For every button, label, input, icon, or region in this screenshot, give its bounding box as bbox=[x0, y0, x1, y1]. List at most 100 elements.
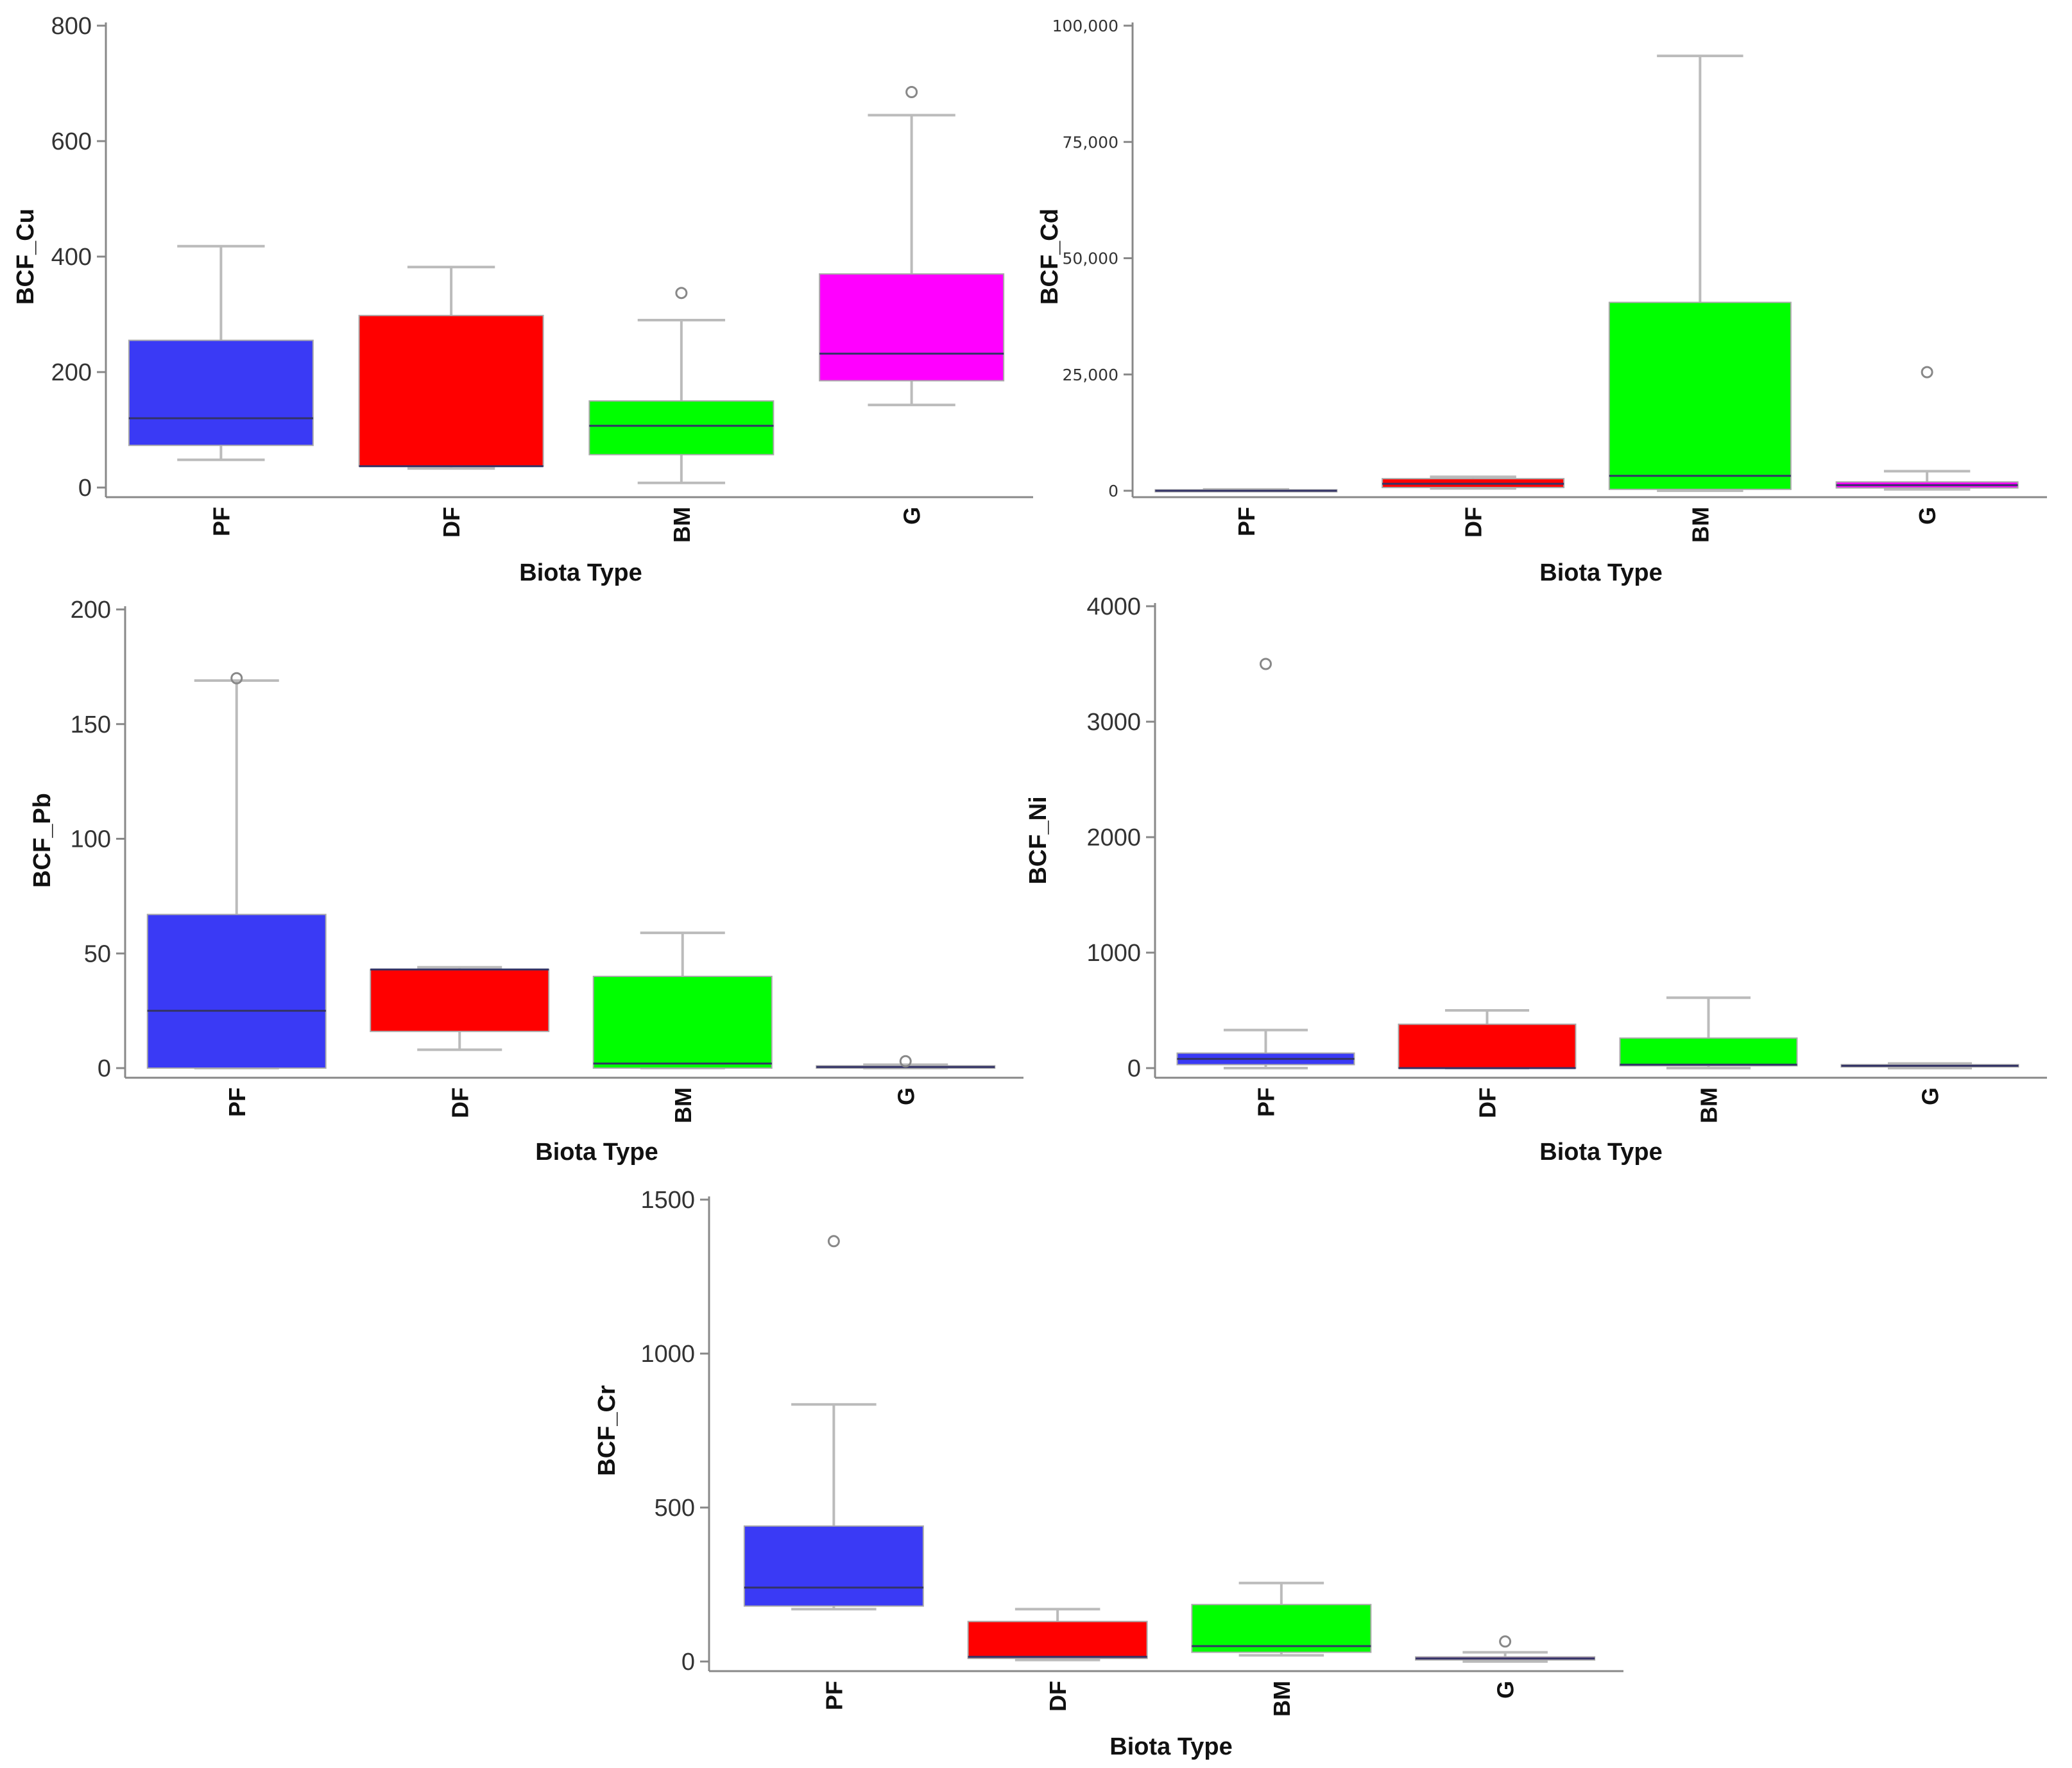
chart-panel-cd: BCF_Cd Biota Type 0 25,000 50,000 75,000 100… bbox=[1036, 17, 2047, 586]
box-ni-g bbox=[1840, 1062, 2019, 1069]
y-tick-label-cd: 25,000 bbox=[1063, 366, 1118, 384]
box-cu-pf bbox=[128, 244, 314, 461]
outlier-point bbox=[1499, 1635, 1512, 1648]
box-cr-pf bbox=[743, 1235, 924, 1611]
box-cr-df bbox=[967, 1608, 1148, 1662]
box-ni-pf bbox=[1176, 658, 1355, 1069]
y-tick-label-cd: 50,000 bbox=[1063, 250, 1118, 268]
iqr-box bbox=[358, 314, 544, 467]
iqr-box bbox=[1398, 1023, 1577, 1069]
outlier-point bbox=[1921, 366, 1933, 378]
x-tick-label-pb: BM bbox=[670, 1087, 696, 1123]
y-tick-label-cu: 800 bbox=[51, 13, 92, 40]
y-tick-label-cr: 1000 bbox=[640, 1341, 695, 1368]
y-tick-label-ni: 3000 bbox=[1086, 709, 1141, 736]
x-axis-title-cd: Biota Type bbox=[1539, 559, 1662, 586]
iqr-box bbox=[1608, 302, 1792, 490]
iqr-box bbox=[819, 273, 1005, 382]
outlier-point bbox=[1260, 658, 1272, 670]
box-pb-pf bbox=[146, 672, 327, 1069]
y-tick-label-cd: 75,000 bbox=[1063, 133, 1118, 151]
y-axis-title-cr: BCF_Cr bbox=[594, 1385, 621, 1476]
y-tick-label-pb: 150 bbox=[71, 711, 111, 738]
y-axis-title-pb: BCF_Pb bbox=[29, 793, 56, 888]
y-tick-label-pb: 100 bbox=[71, 826, 111, 853]
box-pb-df bbox=[370, 965, 550, 1051]
box-cd-bm bbox=[1608, 55, 1792, 492]
outlier-point bbox=[905, 86, 918, 98]
y-tick-label-cu: 400 bbox=[51, 244, 92, 271]
y-tick-label-cu: 600 bbox=[51, 128, 92, 155]
iqr-box bbox=[146, 914, 327, 1069]
iqr-box bbox=[592, 976, 773, 1069]
x-tick-label-cd: BM bbox=[1687, 507, 1713, 543]
x-axis-title-cu: Biota Type bbox=[519, 559, 642, 586]
y-tick-label-cr: 0 bbox=[681, 1649, 695, 1676]
x-axis-title-ni: Biota Type bbox=[1539, 1139, 1662, 1166]
outlier-point bbox=[899, 1055, 912, 1067]
box-cd-df bbox=[1382, 475, 1565, 490]
box-cu-g bbox=[819, 86, 1005, 407]
chart-panel-ni: BCF_Ni Biota Type 0 1000 2000 3000 4000 PF DF B… bbox=[1025, 593, 2047, 1166]
box-pb-g bbox=[816, 1055, 996, 1069]
x-tick-label-cd: DF bbox=[1460, 507, 1487, 538]
iqr-box bbox=[370, 969, 550, 1032]
x-tick-label-cu: G bbox=[899, 507, 925, 525]
iqr-box bbox=[128, 339, 314, 446]
y-tick-label-cd: 100,000 bbox=[1052, 17, 1118, 35]
y-tick-label-ni: 2000 bbox=[1086, 824, 1141, 851]
x-tick-label-ni: G bbox=[1917, 1087, 1944, 1105]
iqr-box bbox=[743, 1525, 924, 1607]
iqr-box bbox=[588, 400, 775, 455]
box-ni-bm bbox=[1619, 996, 1798, 1069]
y-tick-label-cr: 500 bbox=[655, 1495, 695, 1522]
y-tick-label-pb: 50 bbox=[84, 940, 111, 967]
y-tick-label-cu: 200 bbox=[51, 359, 92, 386]
y-tick-label-ni: 4000 bbox=[1086, 593, 1141, 620]
x-tick-label-cd: PF bbox=[1233, 507, 1260, 536]
y-tick-label-pb: 0 bbox=[98, 1055, 111, 1082]
box-cu-bm bbox=[588, 287, 775, 484]
x-tick-label-cu: BM bbox=[669, 507, 695, 543]
x-tick-label-pb: DF bbox=[447, 1087, 473, 1118]
x-axis-title-pb: Biota Type bbox=[535, 1139, 658, 1166]
box-cd-pf bbox=[1154, 488, 1338, 493]
outlier-point bbox=[230, 672, 243, 684]
x-tick-label-pb: PF bbox=[224, 1087, 250, 1117]
box-cr-bm bbox=[1191, 1581, 1372, 1657]
box-cu-df bbox=[358, 266, 544, 470]
box-ni-df bbox=[1398, 1009, 1577, 1069]
outlier-point bbox=[675, 287, 688, 300]
x-tick-label-cu: DF bbox=[438, 507, 465, 538]
y-tick-label-pb: 200 bbox=[71, 597, 111, 624]
y-tick-label-cr: 1500 bbox=[640, 1187, 695, 1214]
x-tick-label-pb: G bbox=[893, 1087, 919, 1105]
iqr-box bbox=[1619, 1037, 1798, 1067]
iqr-box bbox=[967, 1620, 1148, 1660]
chart-panel-pb: BCF_Pb Biota Type 0 50 100 150 200 PF DF BM G bbox=[29, 597, 1023, 1166]
box-cd-g bbox=[1835, 366, 2019, 491]
y-tick-label-cu: 0 bbox=[78, 475, 92, 502]
y-axis-title-ni: BCF_Ni bbox=[1025, 796, 1052, 884]
y-tick-label-cd: 0 bbox=[1108, 482, 1118, 500]
chart-panel-cr: BCF_Cr Biota Type 0 500 1000 1500 PF DF BM G bbox=[594, 1187, 1623, 1760]
x-tick-label-cu: PF bbox=[208, 507, 234, 536]
x-tick-label-ni: BM bbox=[1696, 1087, 1722, 1123]
box-cr-g bbox=[1415, 1635, 1596, 1663]
y-axis-title-cd: BCF_Cd bbox=[1036, 208, 1063, 305]
x-tick-label-cd: G bbox=[1914, 507, 1940, 525]
iqr-box bbox=[1191, 1604, 1372, 1653]
chart-panel-cu: BCF_Cu Biota Type 0 200 400 600 800 PF DF BM G bbox=[12, 13, 1033, 586]
y-tick-label-ni: 1000 bbox=[1086, 940, 1141, 967]
x-axis-title-cr: Biota Type bbox=[1109, 1733, 1232, 1760]
x-tick-label-cr: DF bbox=[1045, 1681, 1071, 1712]
y-axis-title-cu: BCF_Cu bbox=[12, 208, 39, 305]
y-tick-label-ni: 0 bbox=[1127, 1055, 1141, 1082]
x-tick-label-cr: G bbox=[1493, 1681, 1519, 1699]
outlier-point bbox=[827, 1235, 840, 1248]
x-tick-label-cr: PF bbox=[821, 1681, 847, 1710]
x-tick-label-cr: BM bbox=[1269, 1681, 1295, 1717]
x-tick-label-ni: DF bbox=[1475, 1087, 1501, 1118]
box-pb-bm bbox=[592, 931, 773, 1069]
